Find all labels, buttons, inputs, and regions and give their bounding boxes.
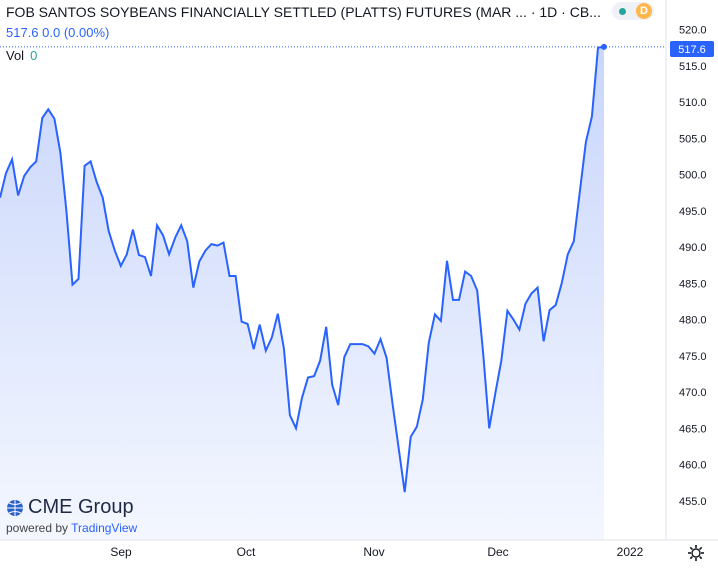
volume-value: 0	[30, 48, 38, 63]
price-tick-label: 505.0	[679, 133, 707, 145]
time-tick-label: Dec	[487, 545, 508, 559]
chart-title: FOB SANTOS SOYBEANS FINANCIALLY SETTLED …	[6, 4, 601, 20]
price-tick-label: 515.0	[679, 61, 707, 73]
quote-values: 517.6 0.0 (0.00%)	[6, 25, 110, 40]
price-tick-label: 465.0	[679, 423, 707, 435]
price-tick-label: 475.0	[679, 351, 707, 363]
market-open-dot-icon	[619, 8, 626, 15]
price-tick-label: 470.0	[679, 387, 707, 399]
price-tick-label: 485.0	[679, 278, 707, 290]
price-area	[0, 46, 604, 541]
time-tick-label: Oct	[237, 545, 256, 559]
price-tick-label: 500.0	[679, 170, 707, 182]
last-price-label: 517.6	[670, 41, 714, 57]
last-price-value: 517.6	[678, 44, 706, 56]
price-tick-label: 520.0	[679, 25, 707, 37]
globe-icon	[7, 499, 23, 516]
price-tick-label: 480.0	[679, 315, 707, 327]
powered-by-text: powered by	[6, 521, 69, 535]
delayed-badge: D	[636, 3, 652, 19]
time-tick-label: Sep	[110, 545, 132, 559]
last-price-dot	[601, 43, 607, 50]
logo-name: CME Group	[28, 496, 134, 518]
volume-label: Vol	[6, 48, 25, 63]
price-axis[interactable]: 455.0 460.0 465.0 470.0 475.0 480.0 485.0 490.0…	[679, 25, 707, 508]
time-tick-label: Nov	[363, 545, 384, 559]
price-line	[0, 45, 605, 493]
price-tick-label: 460.0	[679, 460, 707, 472]
gear-icon[interactable]	[687, 544, 705, 562]
price-tick-label: 490.0	[679, 242, 707, 254]
tradingview-link[interactable]: TradingView	[71, 521, 138, 535]
cme-group-logo[interactable]: CME Group powered by TradingView	[6, 496, 137, 535]
price-tick-label: 495.0	[679, 206, 707, 218]
time-axis[interactable]: Sep Oct Nov Dec 2022	[110, 545, 643, 559]
market-status-badge[interactable]: D	[612, 2, 654, 20]
price-tick-label: 455.0	[679, 496, 707, 508]
price-tick-label: 510.0	[679, 97, 707, 109]
time-tick-label: 2022	[617, 545, 644, 559]
volume-legend[interactable]: Vol 0	[6, 48, 37, 63]
